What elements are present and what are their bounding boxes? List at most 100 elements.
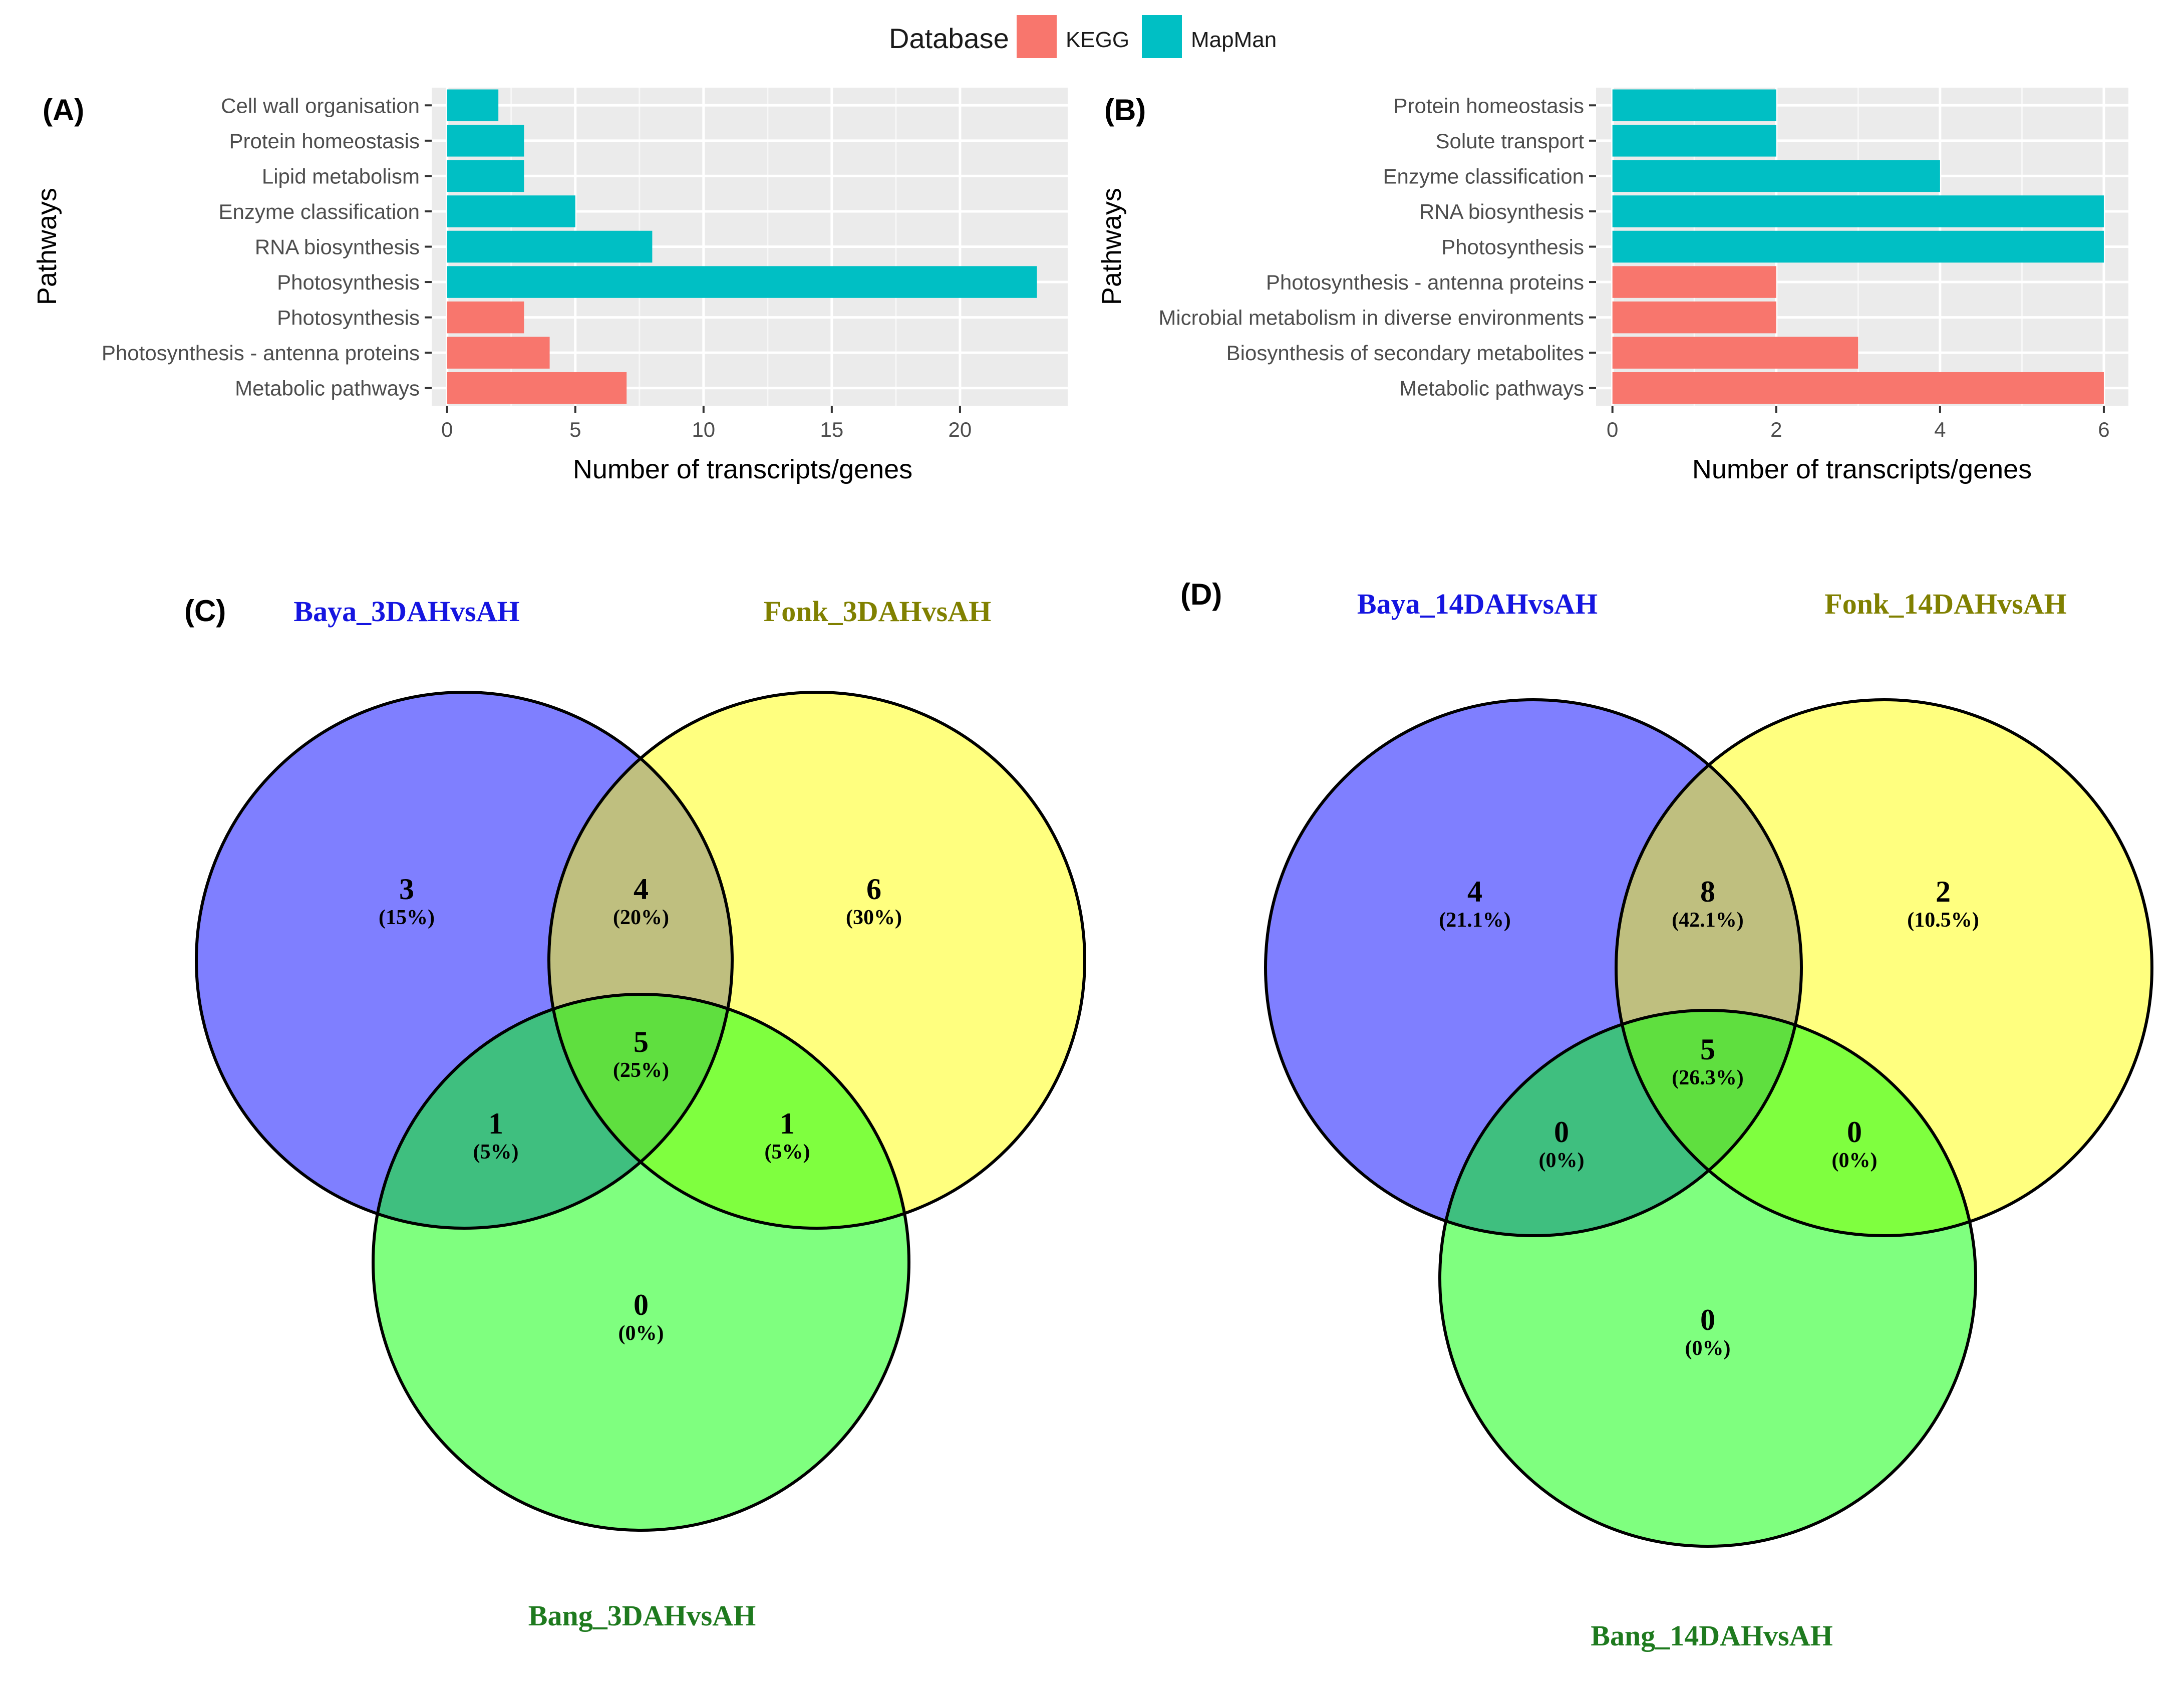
a-category-label-3: Enzyme classification <box>219 200 420 223</box>
b-x-tick-label: 4 <box>1934 418 1946 441</box>
panel-c-count-bang-only: 0 <box>634 1288 649 1321</box>
a-bar-1 <box>447 125 524 157</box>
panel-d-circle-bang <box>1440 1010 1976 1546</box>
panel-c-set-label-baya: Baya_3DAHvsAH <box>293 595 519 628</box>
panel-d-count-baya-bang: 0 <box>1554 1115 1569 1149</box>
b-category-label-7: Biosynthesis of secondary metabolites <box>1226 341 1584 365</box>
panel-c-set-label-fonk: Fonk_3DAHvsAH <box>764 595 991 628</box>
b-category-label-2: Enzyme classification <box>1383 164 1584 188</box>
panel-c-pct-fonk-bang: (5%) <box>765 1141 810 1164</box>
panel-c-count-baya-only: 3 <box>399 873 414 906</box>
legend-label-kegg: KEGG <box>1066 28 1129 52</box>
panel-a-x-axis-title: Number of transcripts/genes <box>573 454 912 484</box>
panel-d-set-label-bang: Bang_14DAHvsAH <box>1591 1619 1832 1652</box>
b-bar-1 <box>1612 125 1776 157</box>
a-category-label-1: Protein homeostasis <box>229 129 420 153</box>
a-x-tick-label: 5 <box>569 418 581 441</box>
panel-c-label: (C) <box>184 594 226 628</box>
legend-key-kegg <box>1017 15 1057 58</box>
b-category-label-4: Photosynthesis <box>1441 235 1584 259</box>
panel-d-set-label-fonk: Fonk_14DAHvsAH <box>1824 588 2066 620</box>
panel-d-count-all: 5 <box>1700 1033 1715 1066</box>
panel-b: (B) Protein homeostasis Solute transport E… <box>1097 88 2128 484</box>
panel-c-count-baya-fonk: 4 <box>634 873 649 906</box>
b-category-label-6: Microbial metabolism in diverse environm… <box>1158 306 1584 330</box>
panel-d-pct-fonk-bang: (0%) <box>1832 1149 1878 1172</box>
panel-c-pct-baya-only: (15%) <box>379 906 435 929</box>
b-category-label-0: Protein homeostasis <box>1393 94 1584 117</box>
legend-label-mapman: MapMan <box>1191 28 1277 52</box>
a-bar-4 <box>447 230 653 263</box>
b-bar-4 <box>1612 230 2104 263</box>
panel-c-circle-bang <box>373 994 909 1530</box>
panel-d-circle-fonk-outline <box>1615 698 2153 1237</box>
panel-c-pct-baya-fonk: (20%) <box>613 906 669 929</box>
panel-b-label: (B) <box>1104 93 1146 127</box>
panel-b-x-axis-title: Number of transcripts/genes <box>1692 454 2032 484</box>
panel-d-count-fonk-bang: 0 <box>1847 1115 1862 1149</box>
b-bar-8 <box>1612 372 2104 404</box>
legend-title: Database <box>889 23 1009 54</box>
panel-c-count-fonk-only: 6 <box>866 873 881 906</box>
b-x-tick-label: 0 <box>1607 418 1618 441</box>
panel-c-pct-baya-bang: (5%) <box>473 1141 519 1164</box>
a-x-tick-label: 10 <box>692 418 715 441</box>
panel-d-set-label-baya: Baya_14DAHvsAH <box>1357 588 1598 620</box>
b-bar-5 <box>1612 266 1776 298</box>
a-bar-8 <box>447 372 627 404</box>
a-category-label-7: Photosynthesis - antenna proteins <box>102 341 420 365</box>
b-category-label-1: Solute transport <box>1435 129 1584 153</box>
panel-d-circle-baya-outline <box>1264 698 1803 1237</box>
a-x-tick-label: 0 <box>441 418 453 441</box>
panel-a-x-ticks: 0 5 10 15 20 <box>441 406 972 441</box>
panel-a-y-axis-title: Pathways <box>32 188 62 305</box>
panel-c-pct-bang-only: (0%) <box>618 1322 664 1345</box>
panel-d-pct-all: (26.3%) <box>1672 1066 1743 1089</box>
panel-c: (C) Baya_3DAHvsAH Fonk_3DAHvsAH Bang_3DA… <box>184 594 1086 1632</box>
b-category-label-5: Photosynthesis - antenna proteins <box>1266 270 1584 294</box>
panel-a-label: (A) <box>43 93 84 127</box>
b-bar-3 <box>1612 195 2104 227</box>
panel-d-pct-baya-fonk: (42.1%) <box>1672 909 1743 932</box>
panel-a-bars <box>447 89 1037 404</box>
panel-d-pct-baya-only: (21.1%) <box>1439 909 1510 932</box>
panel-d-pct-bang-only: (0%) <box>1685 1337 1731 1360</box>
a-category-label-2: Lipid metabolism <box>262 164 420 188</box>
panel-c-count-fonk-bang: 1 <box>780 1107 795 1140</box>
legend: Database KEGG MapMan <box>889 15 1277 58</box>
a-x-tick-label: 20 <box>949 418 972 441</box>
panel-d-pct-baya-bang: (0%) <box>1539 1149 1585 1172</box>
panel-d-count-baya-only: 4 <box>1467 875 1482 908</box>
legend-key-mapman <box>1142 15 1182 58</box>
panel-b-bars <box>1612 89 2104 404</box>
a-category-label-6: Photosynthesis <box>277 306 420 330</box>
panel-c-count-all: 5 <box>634 1025 649 1058</box>
a-category-label-0: Cell wall organisation <box>221 94 420 117</box>
panel-b-y-axis-title: Pathways <box>1097 188 1127 305</box>
panel-d: (D) Baya_14DAHvsAH Fonk_14DAHvsAH Bang_1… <box>1180 578 2153 1652</box>
panel-d-pct-fonk-only: (10.5%) <box>1907 909 1979 932</box>
panel-c-set-label-bang: Bang_3DAHvsAH <box>528 1599 756 1632</box>
panel-b-category-labels: Protein homeostasis Solute transport Enzym… <box>1158 94 1596 400</box>
panel-b-x-ticks: 0 2 4 6 <box>1607 406 2110 441</box>
a-bar-0 <box>447 89 499 122</box>
panel-c-pct-all: (25%) <box>613 1059 669 1082</box>
panel-c-circle-baya-outline <box>195 691 734 1230</box>
b-bar-0 <box>1612 89 1776 122</box>
a-bar-3 <box>447 195 575 227</box>
panel-c-circle-fonk-outline <box>547 691 1086 1230</box>
panel-d-count-baya-fonk: 8 <box>1700 875 1715 908</box>
b-x-tick-label: 2 <box>1770 418 1782 441</box>
panel-a: (A) Cell wall organisation Protein homeos… <box>32 88 1068 484</box>
a-bar-6 <box>447 301 524 334</box>
panel-c-circle-bang-outline <box>372 993 910 1532</box>
a-bar-5 <box>447 266 1037 298</box>
panel-d-count-bang-only: 0 <box>1700 1303 1715 1336</box>
panel-d-count-fonk-only: 2 <box>1936 875 1951 908</box>
a-category-label-5: Photosynthesis <box>277 270 420 294</box>
panel-d-label: (D) <box>1180 578 1222 611</box>
b-x-tick-label: 6 <box>2098 418 2109 441</box>
a-x-tick-label: 15 <box>820 418 844 441</box>
panel-d-circle-bang-outline <box>1438 1009 1977 1548</box>
